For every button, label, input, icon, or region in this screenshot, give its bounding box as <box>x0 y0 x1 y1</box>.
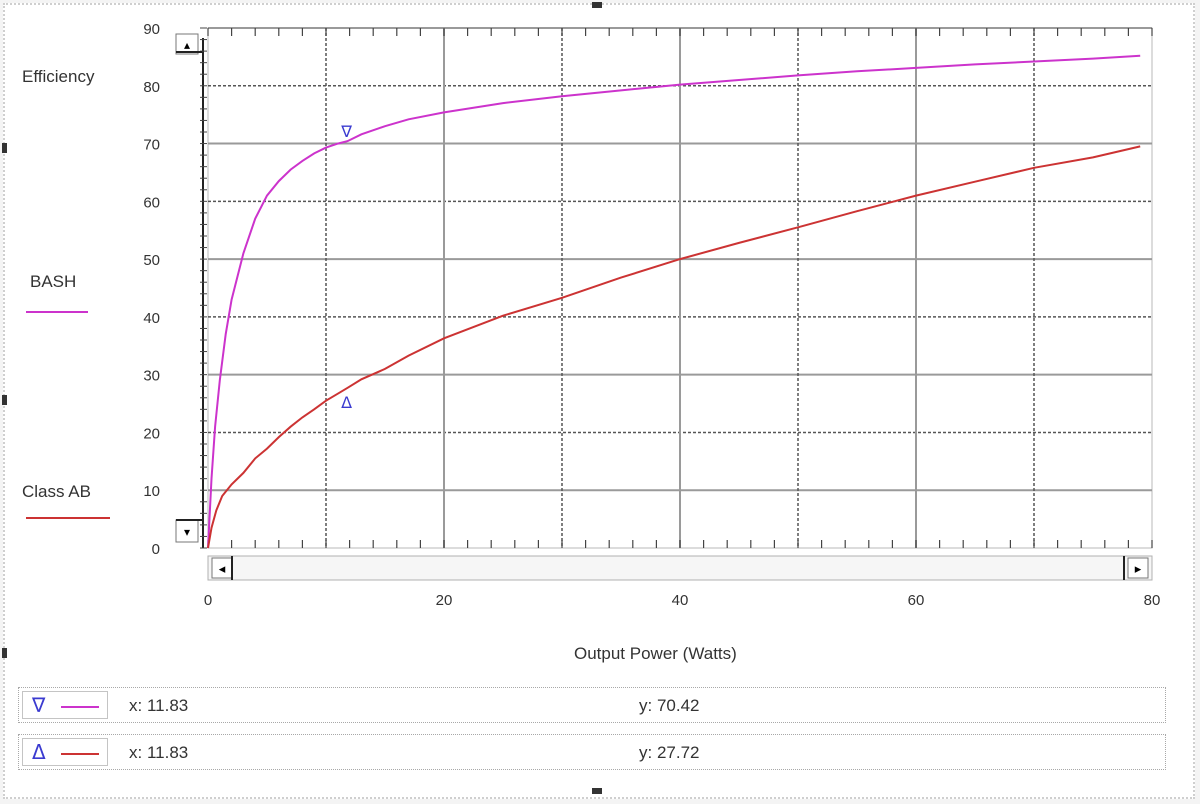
x-scroll-right-button <box>1127 557 1149 579</box>
legend-bash-swatch <box>26 311 88 313</box>
x-tick-label: 40 <box>672 592 689 609</box>
y-tick-label: 0 <box>152 541 160 558</box>
x-tick-label: 0 <box>204 592 212 609</box>
efficiency-axis-label: Efficiency <box>22 67 95 86</box>
y-tick-label: 50 <box>143 252 160 269</box>
y-tick-label: 20 <box>143 425 160 442</box>
series-line-class-ab <box>207 145 1141 549</box>
x-tick-label: 60 <box>908 592 925 609</box>
cursor-marker-down-triangle-icon: ∇ <box>340 122 352 141</box>
resize-handle-top[interactable] <box>592 2 602 8</box>
resize-handle-bottom[interactable] <box>592 788 602 794</box>
cursor-swatch-box[interactable]: Δ <box>22 738 108 766</box>
legend-classab-label: Class AB <box>22 482 91 501</box>
y-tick-label: 80 <box>143 79 160 96</box>
y-scroll-up-button <box>175 33 199 55</box>
x-tick-label: 80 <box>1144 592 1161 609</box>
x-scroll-track <box>207 555 1153 581</box>
y-tick-label: 60 <box>143 194 160 211</box>
legend-bash-label: BASH <box>30 272 77 291</box>
cursor-row-classab[interactable]: Δ x: 11.83 y: 27.72 <box>18 734 1166 770</box>
x-axis-title: Output Power (Watts) <box>574 644 737 663</box>
cursor-y-value: y: 27.72 <box>639 743 700 762</box>
cursor-row-bash[interactable]: ∇ x: 11.83 y: 70.42 <box>18 687 1166 723</box>
cursor-marker-up-triangle-icon: Δ <box>341 393 352 412</box>
scroll-up-arrow-icon: ▴ <box>184 38 190 52</box>
cursor-swatch-box[interactable]: ∇ <box>22 691 108 719</box>
legend-classab-swatch <box>26 517 110 519</box>
y-tick-label: 70 <box>143 137 160 154</box>
cursor-x-value: x: 11.83 <box>129 743 189 762</box>
y-tick-label: 30 <box>143 368 160 385</box>
y-tick-label: 10 <box>143 483 160 500</box>
series-line-bash <box>207 54 1141 549</box>
cursor-down-triangle-icon: ∇ <box>32 693 46 717</box>
scroll-left-arrow-icon: ◂ <box>219 561 226 576</box>
resize-handle-left-middle[interactable] <box>2 395 7 405</box>
cursor-up-triangle-icon: Δ <box>32 740 46 764</box>
x-tick-label: 20 <box>436 592 453 609</box>
cursor-x-value: x: 11.83 <box>129 696 189 715</box>
scroll-down-arrow-icon: ▾ <box>184 525 190 539</box>
cursor-y-value: y: 70.42 <box>639 696 700 715</box>
scroll-right-arrow-icon: ▸ <box>1135 561 1142 576</box>
resize-handle-left-upper[interactable] <box>2 143 7 153</box>
y-tick-label: 90 <box>143 21 160 38</box>
cursor-bash-line <box>61 706 99 708</box>
cursor-classab-line <box>61 753 99 755</box>
resize-handle-left-lower[interactable] <box>2 648 7 658</box>
y-tick-label: 40 <box>143 310 160 327</box>
